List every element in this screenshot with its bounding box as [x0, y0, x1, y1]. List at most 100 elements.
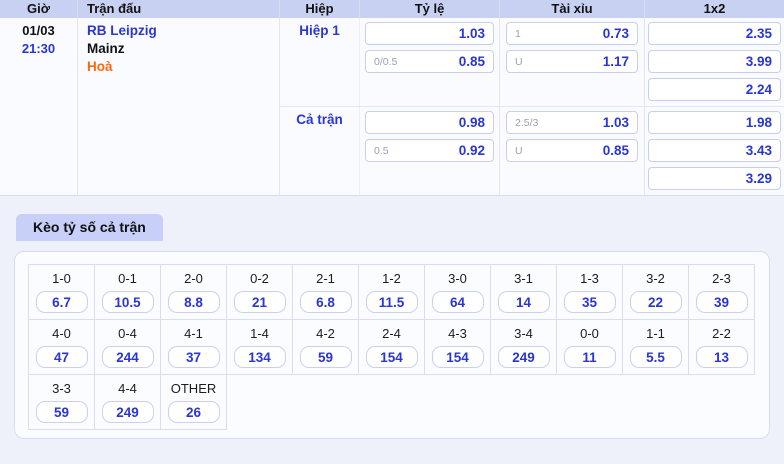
match-kickoff-time: 21:30	[21, 41, 56, 56]
over-odds-box[interactable]: 1 0.73	[506, 22, 638, 45]
draw-odds-value: 3.99	[745, 54, 772, 69]
score-grid-row: 1-0 6.7 0-1 10.5 2-0 8.8 0-2 21 2-1 6.8 …	[29, 265, 755, 320]
match-date: 01/03	[22, 23, 55, 38]
score-odds-button[interactable]: 6.7	[35, 291, 88, 313]
score-odds-button[interactable]: 11.5	[365, 291, 418, 313]
score-odds-button[interactable]: 59	[299, 346, 352, 368]
score-cell: 1-3 35	[557, 265, 623, 320]
score-cell: 2-0 8.8	[161, 265, 227, 320]
score-odds-button[interactable]: 6.8	[299, 291, 352, 313]
handicap-odds-box[interactable]: 1.03	[365, 22, 494, 45]
score-cell: 0-2 21	[227, 265, 293, 320]
period-label-first-half: Hiệp 1	[280, 18, 360, 106]
score-cell: 4-4 249	[95, 375, 161, 430]
home-win-odds-box[interactable]: 1.98	[648, 111, 781, 134]
score-odds-button[interactable]: 134	[233, 346, 286, 368]
score-odds-button[interactable]: 64	[431, 291, 484, 313]
under-odds-box[interactable]: U 0.85	[506, 139, 638, 162]
score-odds-button[interactable]: 59	[35, 401, 88, 423]
home-win-odds-value: 1.98	[745, 115, 772, 130]
score-odds-button[interactable]: 154	[431, 346, 484, 368]
score-label: 0-2	[250, 271, 269, 286]
score-label: 1-1	[646, 326, 665, 341]
score-label: 4-3	[448, 326, 467, 341]
total-odds-full-time: 2.5/3 1.03 U 0.85	[500, 107, 645, 195]
odds-table-body: 01/03 21:30 RB Leipzig Mainz Hoà Hiệp 1 …	[0, 18, 784, 195]
score-label: 3-3	[52, 381, 71, 396]
over-odds-box[interactable]: 2.5/3 1.03	[506, 111, 638, 134]
total-line: 1	[515, 27, 521, 40]
score-label: 4-1	[184, 326, 203, 341]
match-teams-cell: RB Leipzig Mainz Hoà	[78, 18, 280, 195]
score-cell: 3-3 59	[29, 375, 95, 430]
score-label: 2-1	[316, 271, 335, 286]
header-1x2: 1x2	[703, 1, 726, 16]
away-team-name: Mainz	[87, 41, 125, 56]
handicap-line: 0/0.5	[374, 55, 398, 68]
score-odds-button[interactable]: 22	[629, 291, 682, 313]
score-odds-button[interactable]: 14	[497, 291, 550, 313]
score-label: 3-0	[448, 271, 467, 286]
periods-odds-area: Hiệp 1 1.03 0/0.5 0.85 1 0.73	[280, 18, 784, 195]
score-label: 1-3	[580, 271, 599, 286]
under-odds-value: 0.85	[602, 143, 629, 158]
score-odds-button[interactable]: 47	[35, 346, 88, 368]
score-cell: 3-1 14	[491, 265, 557, 320]
away-win-odds-box[interactable]: 2.24	[648, 78, 781, 101]
under-odds-box[interactable]: U 1.17	[506, 50, 638, 73]
handicap-odds-box[interactable]: 0.5 0.92	[365, 139, 494, 162]
score-label: 0-1	[118, 271, 137, 286]
away-win-odds-value: 2.24	[745, 82, 772, 97]
handicap-odds-box[interactable]: 0/0.5 0.85	[365, 50, 494, 73]
score-odds-button[interactable]: 35	[563, 291, 616, 313]
score-odds-button[interactable]: 26	[167, 401, 220, 423]
score-cell: 3-0 64	[425, 265, 491, 320]
score-odds-button[interactable]: 8.8	[167, 291, 220, 313]
score-odds-button[interactable]: 39	[695, 291, 748, 313]
score-cell: 1-0 6.7	[29, 265, 95, 320]
score-label: 2-3	[712, 271, 731, 286]
draw-odds-box[interactable]: 3.99	[648, 50, 781, 73]
period-row-first-half: Hiệp 1 1.03 0/0.5 0.85 1 0.73	[280, 18, 784, 106]
handicap-odds-first-half: 1.03 0/0.5 0.85	[360, 18, 500, 106]
score-odds-button[interactable]: 249	[101, 401, 154, 423]
score-label: 1-2	[382, 271, 401, 286]
odds-table-header: Giờ Trận đấu Hiệp Tỷ lệ Tài xỉu 1x2	[0, 0, 784, 18]
score-odds-button[interactable]: 10.5	[101, 291, 154, 313]
home-win-odds-box[interactable]: 2.35	[648, 22, 781, 45]
score-odds-button[interactable]: 244	[101, 346, 154, 368]
handicap-odds-value: 0.85	[458, 54, 485, 69]
away-win-odds-box[interactable]: 3.29	[648, 167, 781, 190]
home-win-odds-value: 2.35	[745, 26, 772, 41]
over-odds-value: 1.03	[602, 115, 629, 130]
score-odds-button[interactable]: 13	[695, 346, 748, 368]
score-cell: 1-4 134	[227, 320, 293, 375]
score-odds-button[interactable]: 5.5	[629, 346, 682, 368]
score-label: 2-4	[382, 326, 401, 341]
score-label: 4-0	[52, 326, 71, 341]
tab-correct-score-full-time[interactable]: Kèo tỷ số cả trận	[16, 214, 163, 241]
total-odds-first-half: 1 0.73 U 1.17	[500, 18, 645, 106]
score-grid-row: 3-3 59 4-4 249 OTHER 26	[29, 375, 755, 430]
score-cell: 4-1 37	[161, 320, 227, 375]
total-line: U	[515, 144, 523, 157]
score-odds-button[interactable]: 37	[167, 346, 220, 368]
score-label: 0-4	[118, 326, 137, 341]
handicap-odds-box[interactable]: 0.98	[365, 111, 494, 134]
score-cell: 2-3 39	[689, 265, 755, 320]
period-label-full-time: Cả trận	[280, 107, 360, 195]
draw-odds-box[interactable]: 3.43	[648, 139, 781, 162]
correct-score-grid: 1-0 6.7 0-1 10.5 2-0 8.8 0-2 21 2-1 6.8 …	[28, 264, 755, 430]
home-team-link[interactable]: RB Leipzig	[87, 23, 157, 38]
score-label: 0-0	[580, 326, 599, 341]
score-cell: 0-0 11	[557, 320, 623, 375]
score-odds-button[interactable]: 154	[365, 346, 418, 368]
score-grid-row: 4-0 47 0-4 244 4-1 37 1-4 134 4-2 59 2-4…	[29, 320, 755, 375]
correct-score-panel: 1-0 6.7 0-1 10.5 2-0 8.8 0-2 21 2-1 6.8 …	[14, 251, 770, 439]
score-cell: 4-3 154	[425, 320, 491, 375]
score-odds-button[interactable]: 11	[563, 346, 616, 368]
score-odds-button[interactable]: 21	[233, 291, 286, 313]
score-label: 1-4	[250, 326, 269, 341]
score-label: 3-1	[514, 271, 533, 286]
score-odds-button[interactable]: 249	[497, 346, 550, 368]
